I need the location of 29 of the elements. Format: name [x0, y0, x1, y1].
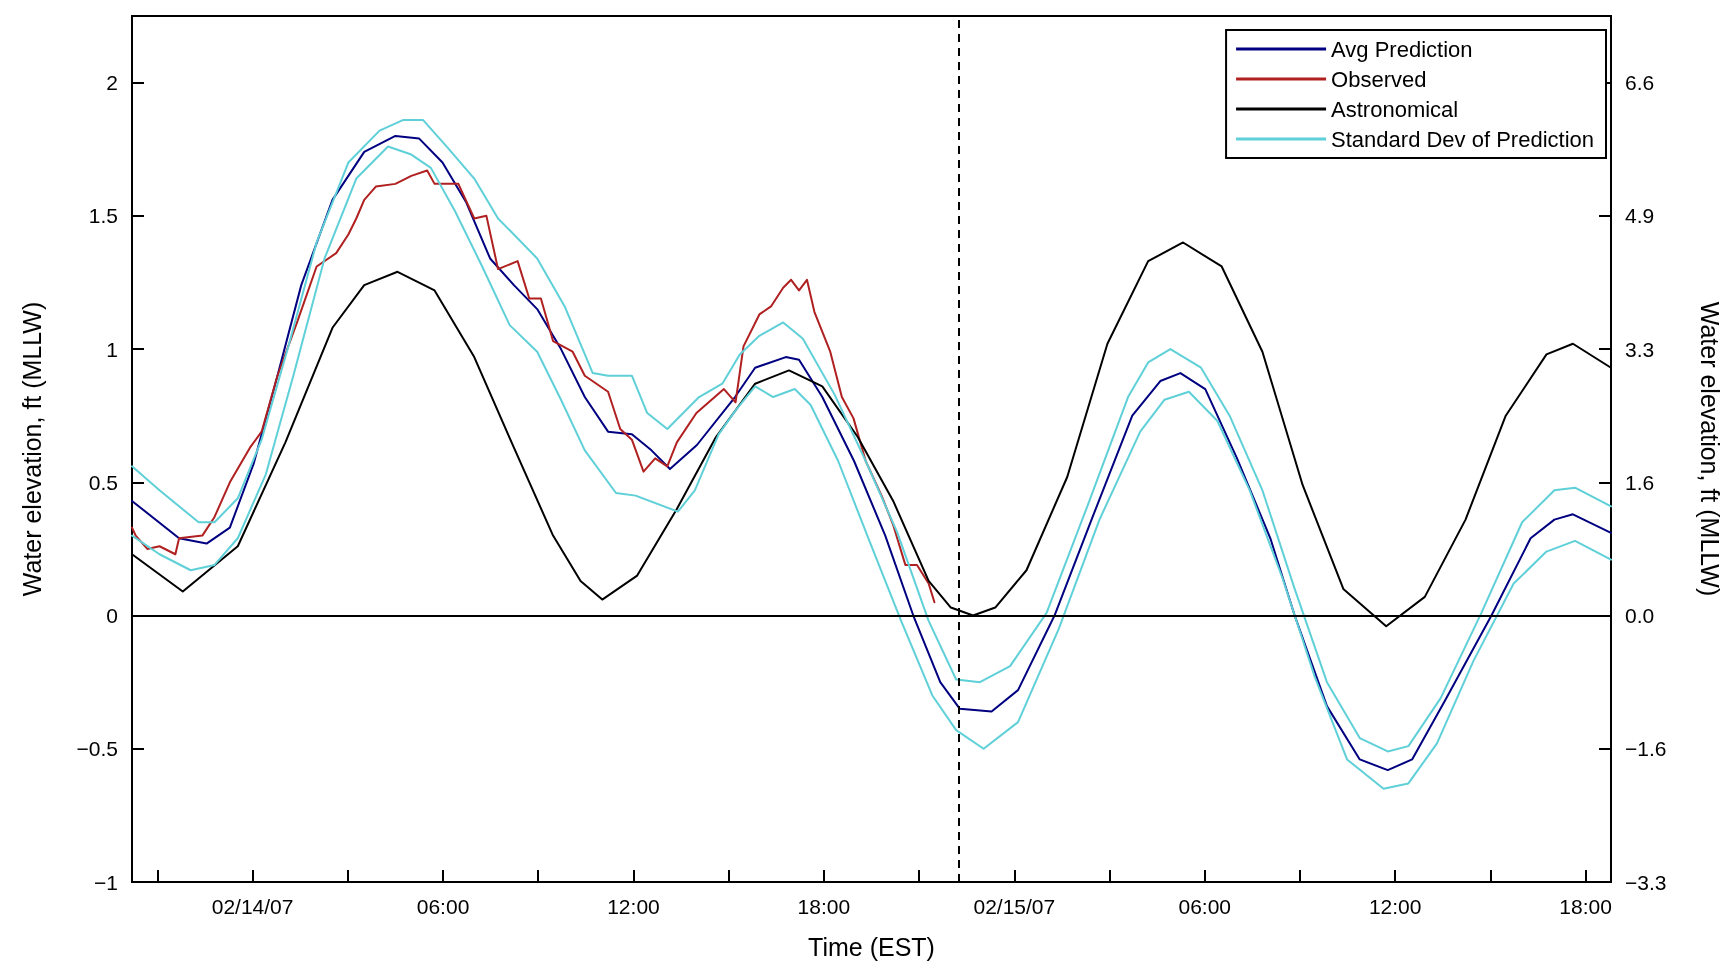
legend-label: Avg Prediction	[1331, 36, 1473, 62]
y-axis-title: Water elevation, ft (MLLW)	[17, 301, 46, 597]
y-tick-label: 2	[106, 71, 118, 95]
y-tick-label: 0.5	[88, 470, 118, 494]
y-tick-label: 1	[106, 337, 118, 361]
y2-tick-label: 0.0	[1625, 604, 1655, 628]
y2-tick-label: 1.6	[1625, 470, 1655, 494]
x-tick-label: 02/14/07	[211, 895, 294, 918]
y-tick-label: −0.5	[76, 737, 118, 761]
x-tick-label: 18:00	[1559, 895, 1612, 918]
y-tick-label: 0	[106, 604, 118, 628]
y2-tick-label: 3.3	[1625, 337, 1655, 361]
y2-tick-label: −3.3	[1625, 870, 1667, 894]
x-tick-label: 12:00	[1368, 895, 1422, 918]
x-tick-label: 02/15/07	[973, 895, 1056, 918]
legend-label: Standard Dev of Prediction	[1331, 126, 1595, 152]
y2-tick-label: −1.6	[1625, 737, 1667, 761]
legend-label: Astronomical	[1331, 96, 1459, 122]
y2-tick-label: 4.9	[1625, 204, 1655, 228]
x-axis-title: Time (EST)	[808, 932, 935, 961]
y2-axis-title: Water elevation, ft (MLLW)	[1695, 301, 1724, 597]
y2-tick-label: 6.6	[1625, 71, 1655, 95]
x-tick-label: 12:00	[607, 895, 660, 918]
legend-label: Observed	[1331, 66, 1427, 92]
y-tick-label: 1.5	[88, 204, 118, 228]
x-tick-label: 06:00	[416, 895, 470, 918]
y-tick-label: −1	[94, 870, 118, 894]
x-tick-label: 18:00	[797, 895, 851, 918]
x-tick-label: 06:00	[1178, 895, 1232, 918]
